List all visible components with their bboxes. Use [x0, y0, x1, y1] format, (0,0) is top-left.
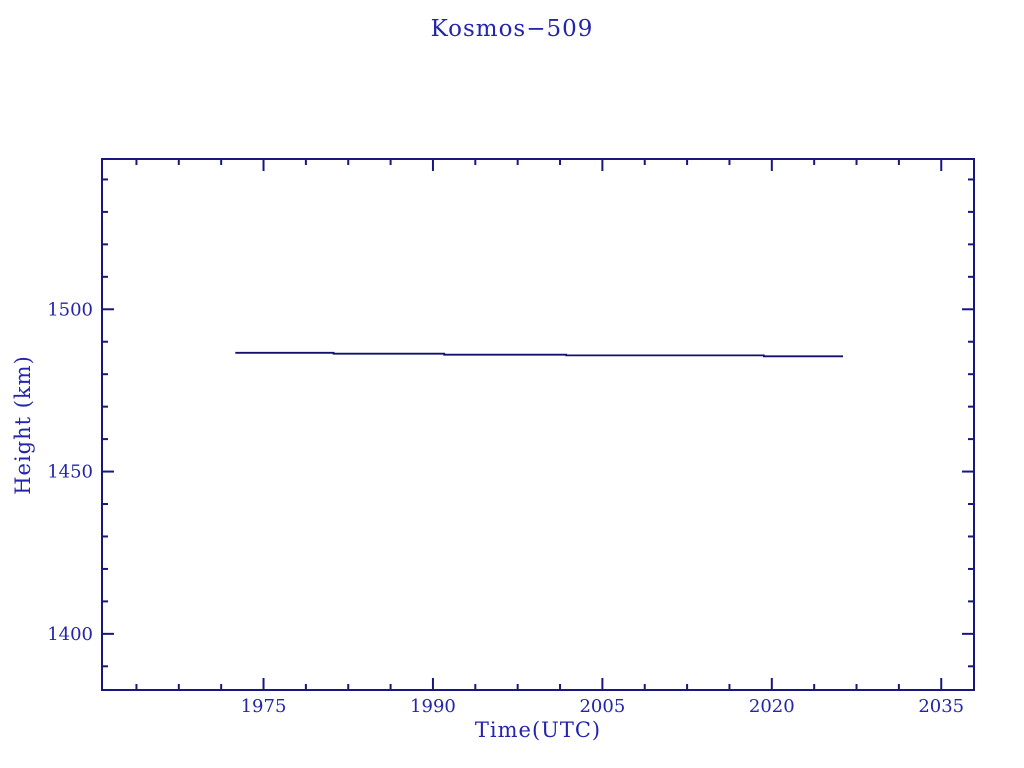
x-tick-label: 2035 — [918, 696, 964, 717]
x-axis-title: Time(UTC) — [474, 718, 602, 742]
y-axis-title: Height (km) — [11, 355, 35, 495]
y-tick-label: 1400 — [47, 624, 93, 645]
x-tick-label: 2020 — [749, 696, 795, 717]
x-tick-label: 1975 — [241, 696, 287, 717]
plot-box — [101, 158, 975, 691]
y-tick-label: 1450 — [47, 462, 93, 483]
chart-title: Kosmos−509 — [430, 16, 594, 42]
y-tick-label: 1500 — [47, 299, 93, 320]
data-line-orbital-height — [235, 351, 843, 358]
x-tick-label: 1990 — [410, 696, 456, 717]
x-tick-label: 2005 — [579, 696, 625, 717]
